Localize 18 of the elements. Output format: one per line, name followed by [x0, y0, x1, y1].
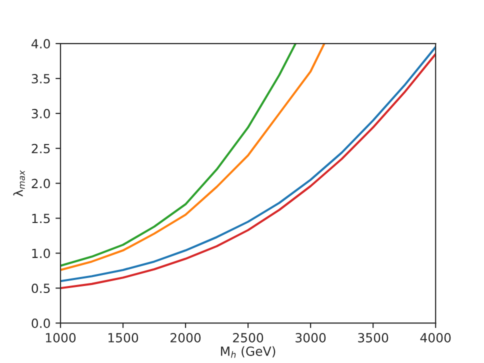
y-tick-label: 0.5	[32, 284, 50, 294]
y-tick-label: 1.5	[32, 214, 50, 224]
x-tick-label: 2500	[233, 333, 264, 342]
y-axis-title: λ$_{max}$	[13, 170, 25, 196]
y-tick-label: 2.0	[32, 178, 50, 188]
y-tick-label: 3.5	[32, 74, 50, 84]
x-tick-label: 1500	[108, 333, 138, 342]
x-tick-label: 3500	[358, 333, 388, 342]
y-tick-label: 4.0	[32, 39, 50, 48]
y-tick-label: 2.5	[32, 144, 50, 154]
x-tick-label: 3000	[296, 333, 326, 342]
y-tick-label: 1.0	[32, 248, 50, 258]
y-tick-label: 3.0	[32, 108, 50, 118]
x-tick-label: 2000	[170, 333, 201, 342]
x-tick-label: 1000	[46, 333, 76, 342]
x-axis-title: M$_{h}$ (GeV)	[221, 346, 276, 358]
x-tick-label: 4000	[420, 333, 451, 342]
y-tick-label: 0.0	[32, 318, 50, 328]
